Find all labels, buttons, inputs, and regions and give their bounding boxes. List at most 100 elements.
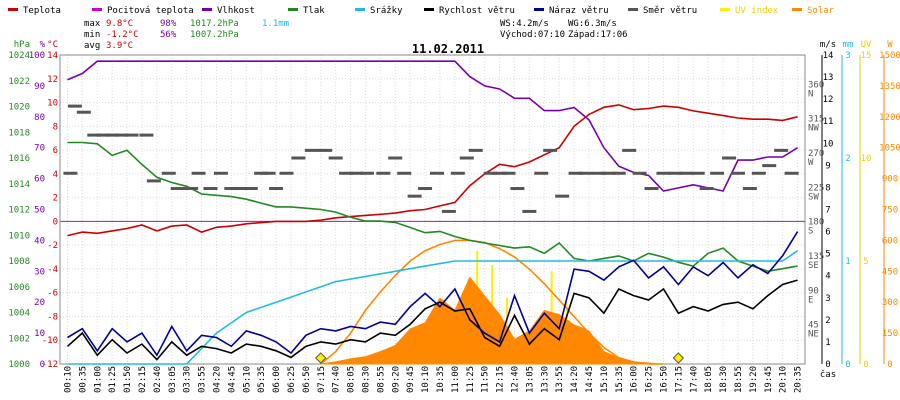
axis-tick-pressure: 1018: [8, 128, 30, 138]
axis-tick-pressure: 1010: [8, 231, 30, 241]
axis-tick-solar: 450: [882, 267, 898, 277]
axis-tick-humidity: 100: [29, 51, 45, 61]
axis-tick-rain: 2: [845, 154, 850, 164]
x-tick-label: 01:25: [108, 366, 118, 393]
x-tick-label: 08:30: [361, 366, 371, 393]
x-tick-label: 06:25: [287, 366, 297, 393]
axis-tick-direction-deg: 315: [808, 115, 824, 125]
axis-tick-uv: 0: [863, 360, 868, 370]
wind-dir-mark: [555, 194, 570, 198]
axis-tick-temperature: -4: [47, 265, 58, 275]
axis-tick-humidity: 0: [40, 360, 45, 370]
wind-dir-mark: [601, 171, 616, 175]
stat-avg-temp: 3.9°C: [106, 41, 133, 51]
axis-tick-wind: 0: [825, 360, 830, 370]
axis-unit-rain: mm: [843, 40, 854, 50]
axis-tick-solar: 1350: [879, 82, 900, 92]
wind-dir-mark: [67, 104, 82, 108]
axis-tick-pressure: 1020: [8, 103, 30, 113]
axis-tick-direction-deg: 135: [808, 252, 824, 262]
wind-dir-mark: [243, 187, 258, 191]
wind-dir-mark: [699, 187, 714, 191]
wind-dir-mark: [63, 171, 78, 175]
wind-dir-mark: [96, 133, 111, 137]
axis-tick-direction: W: [808, 158, 814, 168]
wind-dir-mark: [224, 187, 239, 191]
wind-dir-mark: [261, 171, 276, 175]
wind-dir-mark: [522, 209, 537, 213]
wind-dir-mark: [468, 148, 483, 152]
axis-tick-direction: E: [808, 295, 813, 305]
wind-dir-mark: [730, 171, 745, 175]
series-line-srážky: [67, 250, 799, 365]
x-tick-label: 14:20: [570, 366, 580, 393]
stat-min-hum: 56%: [160, 30, 177, 40]
axis-tick-solar: 1200: [879, 113, 900, 123]
wind-dir-mark: [349, 171, 364, 175]
wind-dir-mark: [722, 156, 737, 160]
axis-unit-temperature: °C: [47, 40, 58, 50]
legend-swatch: [355, 8, 365, 11]
wind-dir-mark: [543, 148, 558, 152]
axis-tick-wind: 10: [823, 139, 834, 149]
wind-dir-mark: [459, 156, 474, 160]
axis-tick-humidity: 50: [34, 206, 45, 216]
x-tick-label: 03:05: [168, 366, 178, 393]
wind-dir-mark: [510, 187, 525, 191]
axis-tick-uv: 5: [863, 257, 868, 267]
wind-dir-mark: [450, 171, 465, 175]
x-tick-label: 09:45: [406, 366, 416, 393]
wind-dir-mark: [161, 171, 176, 175]
wind-dir-mark: [170, 187, 185, 191]
series-line-solar-max: [320, 239, 664, 365]
axis-tick-solar: 0: [887, 360, 892, 370]
axis-tick-solar: 750: [882, 206, 898, 216]
wind-dir-mark: [87, 133, 102, 137]
x-tick-label: 19:45: [764, 366, 774, 393]
wind-dir-mark: [359, 171, 374, 175]
axis-tick-wind: 2: [825, 316, 830, 326]
legend-swatch: [720, 8, 730, 11]
axis-tick-solar: 150: [882, 329, 898, 339]
axis-unit-wind: m/s: [820, 40, 836, 50]
axis-unit-humidity: %: [40, 40, 46, 50]
stat-ws: WS:4.2m/s: [500, 19, 549, 29]
x-tick-label: 04:45: [227, 366, 237, 393]
wind-dir-mark: [668, 171, 683, 175]
wind-dir-mark: [339, 171, 354, 175]
stat-wg: WG:6.3m/s: [568, 19, 617, 29]
wind-dir-mark: [644, 187, 659, 191]
legend-label: UV index: [735, 6, 779, 16]
wind-dir-mark: [501, 171, 516, 175]
series-line-rychlost-větru: [66, 279, 798, 361]
x-tick-label: 06:00: [272, 366, 282, 393]
x-tick-label: 13:05: [525, 366, 535, 393]
wind-dir-mark: [784, 171, 799, 175]
legend-label: Vlhkost: [217, 6, 255, 16]
stat-max-label: max: [84, 19, 101, 29]
wind-dir-mark: [762, 164, 777, 168]
x-tick-label: 02:15: [138, 366, 148, 393]
axis-tick-humidity: 40: [34, 236, 45, 246]
axis-tick-uv: 10: [861, 154, 872, 164]
x-tick-label: 14:45: [585, 366, 595, 393]
x-tick-label: 13:55: [555, 366, 565, 393]
stat-max-rain: 1.1mm: [262, 19, 289, 29]
axis-tick-temperature: -10: [42, 336, 58, 346]
x-tick-label: 07:15: [317, 366, 327, 393]
axis-tick-humidity: 60: [34, 175, 45, 185]
x-tick-label: 08:55: [376, 366, 386, 393]
x-tick-label: 12:15: [496, 366, 506, 393]
legend-swatch: [628, 8, 638, 11]
x-tick-label: 08:05: [347, 366, 357, 393]
chart-title: 11.02.2011: [412, 42, 484, 56]
axis-tick-wind: 8: [825, 183, 830, 193]
axis-tick-direction: NE: [808, 330, 819, 340]
stat-max-temp: 9.8°C: [106, 19, 133, 29]
axis-tick-temperature: 0: [53, 217, 58, 227]
sunset-marker: [672, 352, 685, 364]
x-tick-label: 02:40: [153, 366, 163, 393]
wind-dir-mark: [376, 171, 391, 175]
x-tick-label: 20:35: [794, 366, 804, 393]
